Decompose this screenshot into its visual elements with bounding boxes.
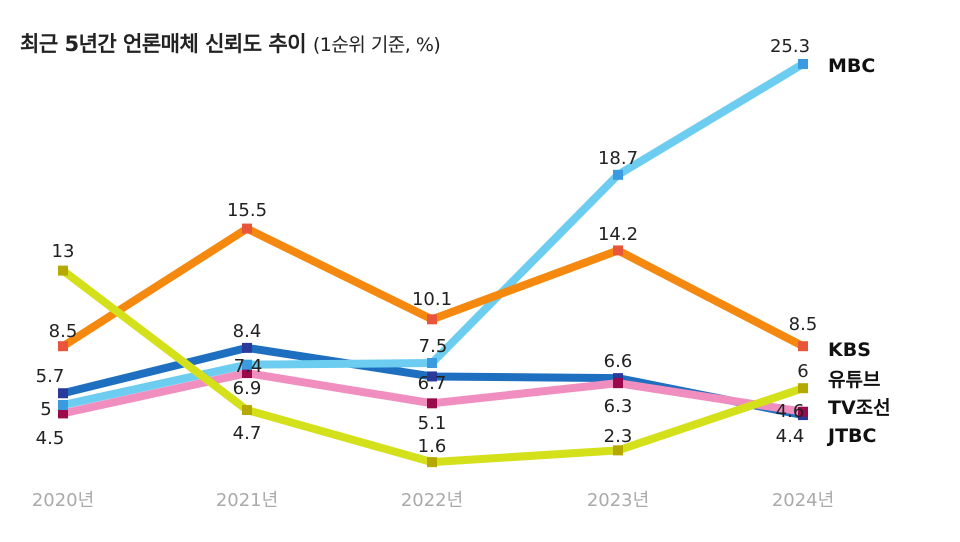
data-point [242, 223, 252, 234]
data-point [613, 373, 623, 384]
x-tick-label: 2024년 [772, 490, 834, 511]
title-text: 최근 5년간 언론매체 신뢰도 추이 [20, 32, 307, 56]
data-point [613, 169, 623, 180]
data-point [798, 383, 808, 394]
legend-label: KBS [828, 339, 871, 361]
series-line-1 [60, 224, 805, 350]
data-point [798, 58, 808, 69]
data-label: 4.6 [776, 401, 805, 422]
data-label: 2.3 [604, 426, 633, 447]
data-label: 8.5 [49, 321, 78, 342]
data-label: 4.5 [36, 428, 65, 449]
data-point [58, 265, 68, 276]
data-label: 6.7 [418, 373, 447, 394]
data-point [58, 408, 68, 419]
legend-label: TV조선 [828, 397, 891, 419]
data-label: 14.2 [598, 224, 638, 245]
data-point [427, 358, 437, 368]
data-point [242, 368, 252, 379]
data-label: 18.7 [598, 148, 638, 169]
data-label: 8.4 [233, 321, 262, 342]
data-label: 6.3 [604, 396, 633, 417]
data-label: 13 [52, 241, 75, 262]
data-label: 7.4 [234, 356, 263, 377]
data-label: 7.5 [419, 336, 448, 357]
data-point [58, 341, 68, 352]
data-label: 4.4 [776, 426, 805, 447]
data-label: 25.3 [770, 36, 810, 57]
data-point [58, 400, 68, 410]
data-point [58, 388, 68, 399]
chart-title: 최근 5년간 언론매체 신뢰도 추이 (1순위 기준, %) [20, 28, 441, 58]
legend-label: MBC [828, 55, 875, 77]
data-point [427, 314, 437, 325]
data-label: 6.6 [604, 351, 633, 372]
data-point [427, 398, 437, 409]
data-label: 6 [797, 361, 808, 382]
data-label: 4.7 [233, 423, 262, 444]
data-point [242, 359, 252, 370]
data-point [242, 342, 252, 353]
data-label: 6.9 [233, 378, 262, 399]
legend-label: 유튜브 [828, 369, 880, 391]
data-point [613, 245, 623, 256]
x-tick-label: 2020년 [32, 490, 94, 511]
data-point [798, 406, 808, 417]
x-tick-label: 2021년 [216, 490, 278, 511]
data-label: 10.1 [412, 289, 452, 310]
x-tick-label: 2022년 [401, 490, 463, 511]
data-point [798, 341, 808, 352]
data-label: 1.6 [418, 436, 447, 457]
data-label: 15.5 [227, 200, 267, 221]
data-point [613, 445, 623, 456]
data-point [427, 457, 437, 468]
data-label: 8.5 [789, 314, 818, 335]
data-point [427, 371, 437, 382]
x-tick-label: 2023년 [587, 490, 649, 511]
data-label: 5.1 [418, 413, 447, 434]
data-label: 5 [40, 399, 51, 420]
data-label: 5.7 [36, 366, 65, 387]
data-point [613, 378, 623, 389]
data-point [242, 405, 252, 416]
legend-label: JTBC [826, 425, 876, 447]
subtitle-text: (1순위 기준, %) [312, 34, 441, 56]
